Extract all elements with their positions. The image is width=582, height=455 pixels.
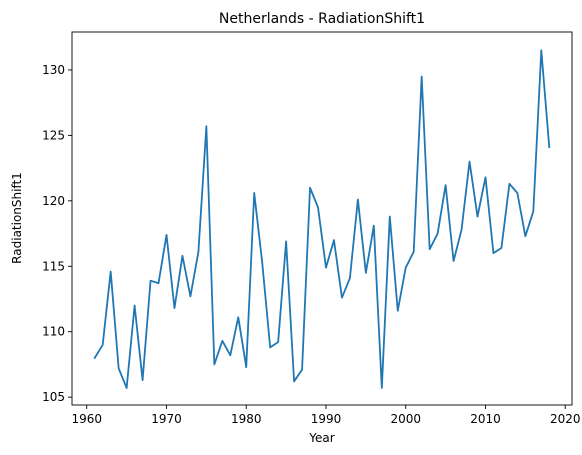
y-tick-label: 130 [42, 63, 65, 77]
y-tick-label: 110 [42, 325, 65, 339]
y-tick-label: 115 [42, 259, 65, 273]
x-axis: 1960 1970 1980 1990 2000 2010 2020 [71, 405, 580, 426]
x-tick-label: 2010 [470, 412, 501, 426]
x-tick-label: 1960 [71, 412, 102, 426]
x-tick-label: 2000 [390, 412, 421, 426]
y-tick-label: 105 [42, 390, 65, 404]
x-tick-label: 2020 [550, 412, 581, 426]
x-tick-label: 1980 [231, 412, 262, 426]
y-tick-label: 125 [42, 128, 65, 142]
x-tick-label: 1990 [311, 412, 342, 426]
y-axis-label: RadiationShift1 [10, 172, 24, 264]
y-tick-label: 120 [42, 194, 65, 208]
y-axis: 105 110 115 120 125 130 [42, 63, 72, 404]
plot-frame [71, 31, 573, 406]
x-axis-label: Year [308, 431, 334, 445]
chart-title: Netherlands - RadiationShift1 [219, 11, 425, 27]
x-tick-label: 1970 [151, 412, 182, 426]
series-line [93, 49, 551, 389]
